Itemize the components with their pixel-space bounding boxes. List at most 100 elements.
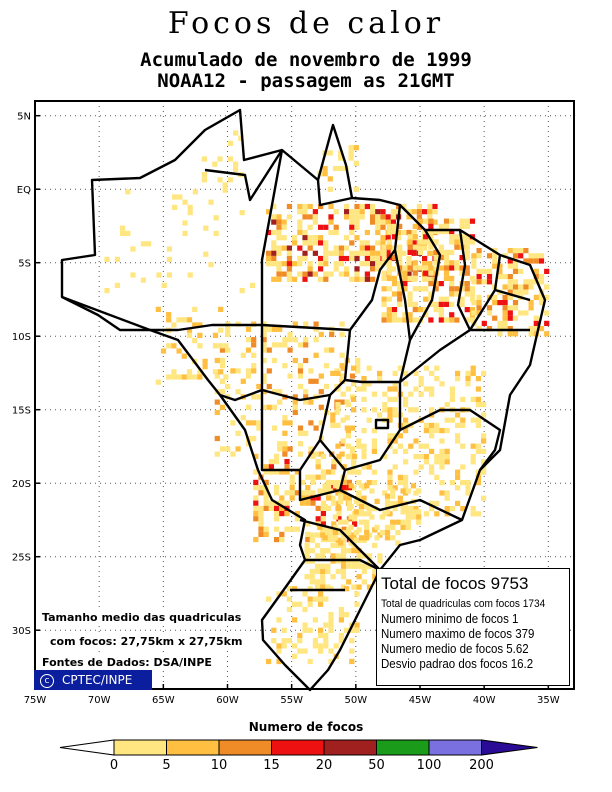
- hotspot-cell: [464, 239, 470, 245]
- hotspot-cell: [253, 537, 259, 543]
- legend-swatch: [271, 739, 325, 756]
- hotspot-cell: [274, 526, 280, 532]
- hotspot-cell: [538, 300, 545, 306]
- hotspot-cell: [417, 239, 424, 245]
- hotspot-cell: [465, 485, 471, 491]
- hotspot-cell: [444, 417, 450, 423]
- hotspot-cell: [245, 404, 252, 410]
- hotspot-cell: [309, 579, 315, 585]
- hotspot-cell: [281, 235, 287, 241]
- hotspot-cell: [114, 256, 120, 262]
- hotspot-cell: [497, 274, 503, 280]
- hotspot-cell: [340, 574, 347, 580]
- hotspot-cell: [476, 274, 482, 280]
- hotspot-cell: [464, 244, 470, 250]
- hotspot-cell: [391, 229, 398, 235]
- legend-label: 0: [110, 758, 118, 773]
- hotspot-cell: [282, 446, 288, 452]
- hotspot-cell: [387, 386, 393, 392]
- hotspot-cell: [454, 265, 460, 271]
- hotspot-cell: [289, 490, 295, 496]
- hotspot-cell: [261, 404, 267, 410]
- hotspot-cell: [202, 364, 208, 370]
- hotspot-cell: [538, 258, 545, 264]
- hotspot-cell: [465, 376, 471, 382]
- hotspot-cell: [481, 370, 487, 376]
- hotspot-cell: [251, 363, 257, 369]
- hotspot-cell: [443, 229, 450, 235]
- hotspot-cells: [104, 130, 550, 665]
- hotspot-cell: [307, 203, 313, 210]
- hotspot-cell: [417, 265, 424, 271]
- hotspot-cell: [507, 289, 513, 295]
- hotspot-cell: [336, 505, 342, 511]
- hotspot-cell: [355, 363, 361, 369]
- hotspot-cell: [297, 209, 303, 215]
- hotspot-cell: [353, 160, 359, 166]
- hotspot-cell: [303, 337, 309, 343]
- hotspot-cell: [434, 422, 440, 428]
- hotspot-cell: [412, 265, 418, 271]
- hotspot-cell: [476, 253, 482, 259]
- border-mg-sp: [338, 469, 463, 522]
- hotspot-cell: [251, 337, 257, 343]
- hotspot-cell: [481, 320, 487, 326]
- hotspot-cell: [381, 301, 387, 307]
- hotspot-cell: [476, 279, 482, 285]
- hotspot-cell: [314, 553, 321, 559]
- hotspot-cell: [464, 307, 470, 313]
- hotspot-cell: [302, 255, 308, 262]
- hotspot-cell: [308, 368, 314, 374]
- hotspot-cell: [312, 643, 318, 649]
- hotspot-cell: [212, 332, 219, 338]
- hotspot-cell: [361, 495, 367, 501]
- hotspot-cell: [406, 214, 412, 220]
- hotspot-cell: [470, 370, 476, 376]
- hotspot-cell: [304, 553, 310, 559]
- hotspot-cell: [391, 275, 398, 281]
- hotspot-cell: [281, 643, 287, 649]
- hotspot-cell: [413, 490, 419, 496]
- hotspot-cell: [407, 301, 413, 307]
- hotspot-cell: [544, 284, 550, 290]
- hotspot-cell: [320, 574, 326, 580]
- hotspot-cell: [428, 244, 434, 250]
- hotspot-cell: [325, 563, 331, 569]
- hotspot-cell: [455, 485, 461, 491]
- hotspot-cell: [340, 568, 347, 575]
- hotspot-cell: [289, 495, 295, 501]
- hotspot-cell: [528, 284, 534, 290]
- hotspot-cell: [392, 407, 398, 413]
- hotspot-cell: [428, 223, 434, 229]
- hotspot-cell: [418, 454, 424, 460]
- hotspot-cell: [277, 399, 283, 405]
- hotspot-cell: [427, 276, 433, 282]
- hotspot-cell: [282, 363, 288, 369]
- hotspot-cell: [201, 177, 207, 183]
- hotspot-cell: [481, 469, 487, 475]
- hotspot-cell: [353, 530, 359, 536]
- hotspot-cell: [444, 506, 450, 512]
- hotspot-cell: [279, 505, 285, 511]
- legend-swatch: [166, 739, 220, 756]
- hotspot-cell: [335, 386, 341, 392]
- hotspot-cell: [302, 271, 308, 277]
- hotspot-cell: [392, 506, 398, 512]
- hotspot-cell: [544, 331, 550, 337]
- hotspot-cell: [533, 258, 539, 264]
- hotspot-cell: [392, 396, 398, 402]
- hotspot-cell: [314, 579, 321, 585]
- hotspot-cell: [449, 281, 455, 287]
- hotspot-cell: [318, 255, 324, 262]
- hotspot-cell: [120, 225, 126, 231]
- hotspot-cell: [507, 331, 513, 337]
- hotspot-cell: [286, 261, 292, 267]
- hotspot-cell: [314, 568, 321, 575]
- hotspot-cell: [266, 596, 272, 602]
- border-go: [318, 382, 402, 472]
- hotspot-cell: [330, 417, 336, 423]
- hotspot-cell: [279, 495, 285, 501]
- hotspot-cell: [335, 402, 341, 408]
- hotspot-cell: [302, 606, 308, 613]
- hotspot-cell: [233, 130, 239, 136]
